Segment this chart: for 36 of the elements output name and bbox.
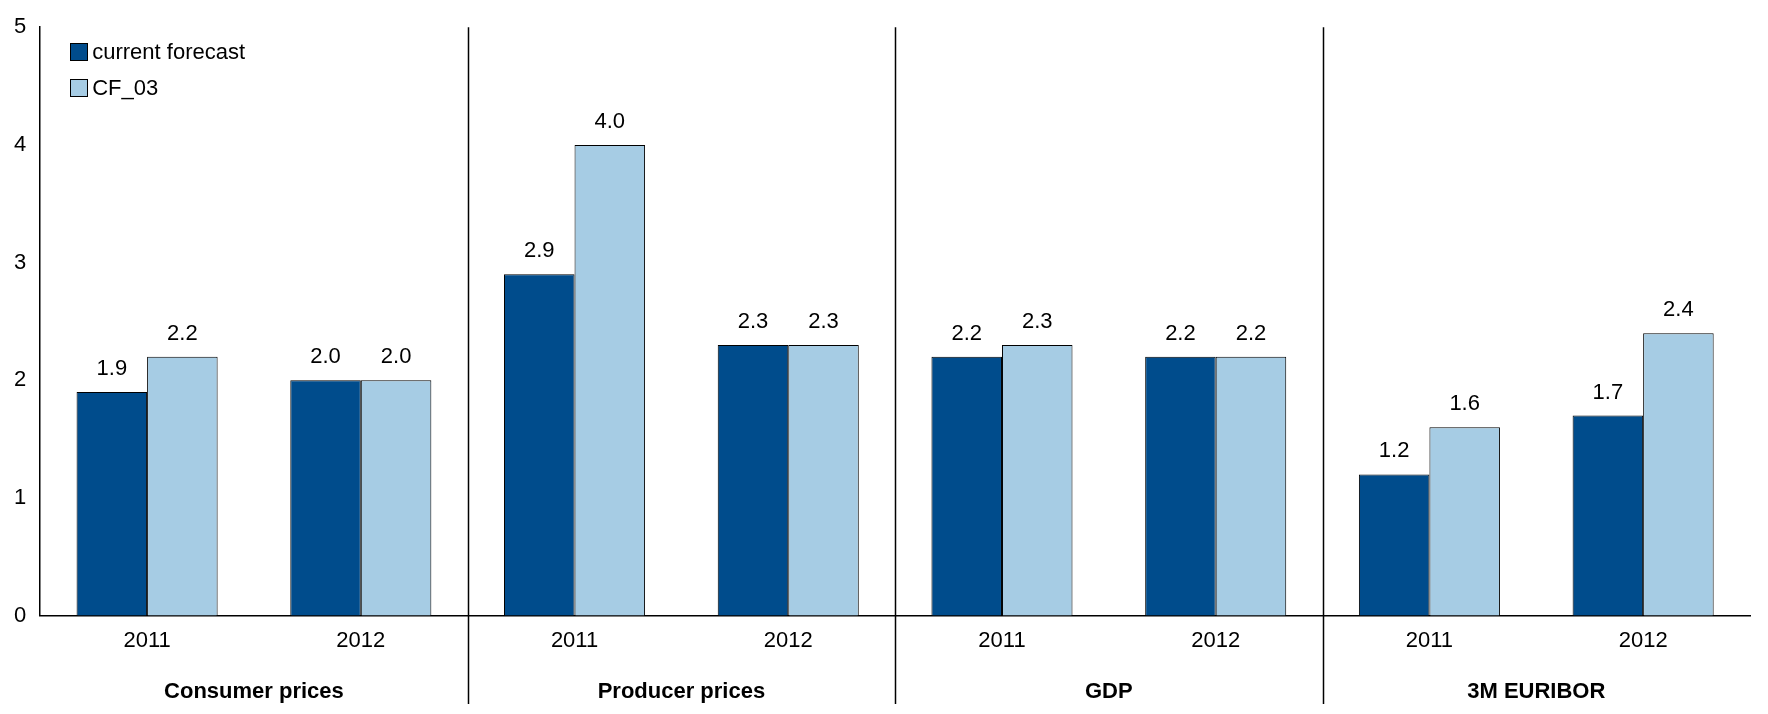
y-tick-label: 3 — [13, 248, 27, 274]
data-label: 2.0 — [310, 343, 341, 369]
x-tick-label: 2011 — [123, 626, 171, 652]
data-label: 4.0 — [594, 107, 626, 133]
y-tick-label: 4 — [13, 130, 27, 156]
data-label: 2.3 — [737, 308, 769, 333]
data-label: 2.2 — [167, 319, 198, 345]
y-tick-label: 0 — [13, 601, 27, 627]
data-label: 2.2 — [1165, 319, 1196, 345]
data-label: 2.4 — [1663, 296, 1694, 322]
x-tick-label: 2011 — [550, 626, 599, 652]
legend-label: CF_03 — [92, 75, 159, 102]
x-tick-label: 2011 — [1405, 626, 1454, 652]
data-label: 1.7 — [1592, 378, 1624, 404]
data-label: 2.3 — [808, 308, 839, 333]
data-label: 2.3 — [1021, 308, 1053, 333]
data-label: 1.6 — [1449, 390, 1480, 416]
data-label: 2.9 — [523, 237, 555, 263]
x-tick-label: 2011 — [978, 626, 1026, 652]
x-tick-label: 2012 — [336, 626, 386, 652]
data-label: 1.2 — [1378, 437, 1410, 463]
data-label: 2.2 — [951, 319, 983, 345]
y-tick-label: 1 — [13, 483, 27, 509]
x-tick-label: 2012 — [763, 626, 813, 652]
x-tick-label: 2012 — [1618, 626, 1668, 652]
data-label: 2.0 — [380, 343, 412, 369]
legend-label: current forecast — [92, 39, 246, 66]
text: GDP — [1084, 678, 1133, 703]
x-tick-label: 2012 — [1191, 626, 1241, 652]
data-label: 2.2 — [1235, 319, 1267, 345]
text: Producer prices — [597, 678, 766, 703]
data-label: 1.9 — [96, 355, 128, 381]
y-tick-label: 5 — [13, 13, 27, 39]
text: Consumer prices — [164, 678, 344, 703]
text: 3M EURIBOR — [1467, 678, 1606, 703]
y-tick-label: 2 — [13, 366, 27, 392]
